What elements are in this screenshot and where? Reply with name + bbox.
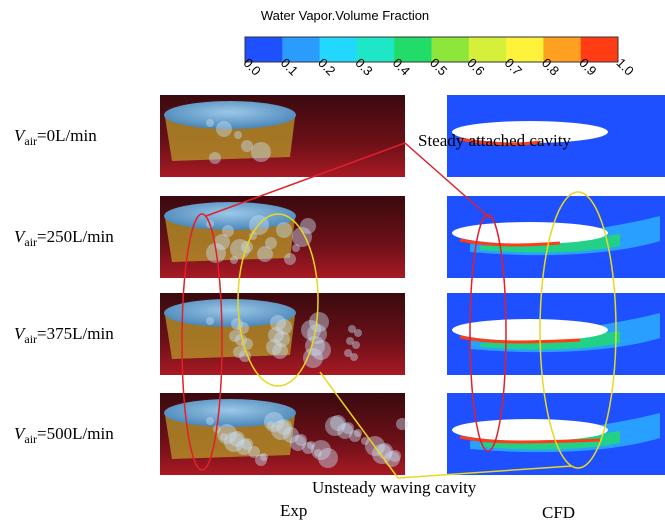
cfd-image (447, 393, 665, 475)
bubble (229, 330, 241, 342)
cfd-foil (452, 222, 608, 244)
bubble (206, 317, 214, 325)
column-label: Exp (280, 501, 307, 520)
bubble (230, 239, 250, 259)
exp-image (160, 196, 405, 278)
bubble (348, 325, 356, 333)
cfd-image (447, 293, 665, 375)
bubble (222, 225, 234, 237)
bubble (251, 142, 271, 162)
bubble (346, 337, 354, 345)
bubble (220, 433, 228, 441)
bubble (303, 348, 323, 368)
row-label: Vair=375L/min (14, 324, 114, 346)
bubble (325, 416, 345, 436)
bubble (206, 119, 214, 127)
bubble (301, 320, 321, 340)
bubble (231, 318, 243, 330)
bubble (206, 417, 214, 425)
annotation: Unsteady waving cavity (312, 478, 477, 497)
bubble (255, 454, 267, 466)
bubble (267, 421, 275, 429)
exp-image (160, 393, 408, 475)
value: =250L/min (37, 227, 114, 246)
bubble (344, 349, 352, 357)
value: =375L/min (37, 324, 114, 343)
subscript: air (24, 332, 37, 346)
colorbar-title: Water Vapor.Volume Fraction (261, 8, 429, 23)
bubble (209, 152, 221, 164)
bubble (216, 121, 232, 137)
bubble (290, 435, 306, 451)
bubble (266, 339, 282, 355)
annotation: Steady attached cavity (418, 131, 571, 150)
figure: Water Vapor.Volume Fraction 0.00.10.20.3… (0, 0, 665, 527)
row-label: Vair=250L/min (14, 227, 114, 249)
subscript: air (24, 235, 37, 249)
value: =500L/min (37, 424, 114, 443)
value: =0L/min (37, 126, 97, 145)
exp-image (160, 95, 405, 177)
bubble (233, 346, 245, 358)
bubble (314, 449, 322, 457)
cfd-foil (452, 419, 608, 441)
bubble (284, 253, 296, 265)
subscript: air (24, 432, 37, 446)
bubble (265, 237, 277, 249)
cfd-foil (452, 319, 608, 341)
column-label: CFD (542, 503, 575, 522)
subscript: air (24, 134, 37, 148)
bubble (396, 418, 408, 430)
exp-image (160, 293, 405, 375)
rows: Vair=0L/min Vair=250L/min Vair=375L/min Vai… (14, 95, 665, 475)
bubble (276, 222, 292, 238)
row-label: Vair=0L/min (14, 126, 97, 148)
row-label: Vair=500L/min (14, 424, 114, 446)
bubble (234, 131, 242, 139)
